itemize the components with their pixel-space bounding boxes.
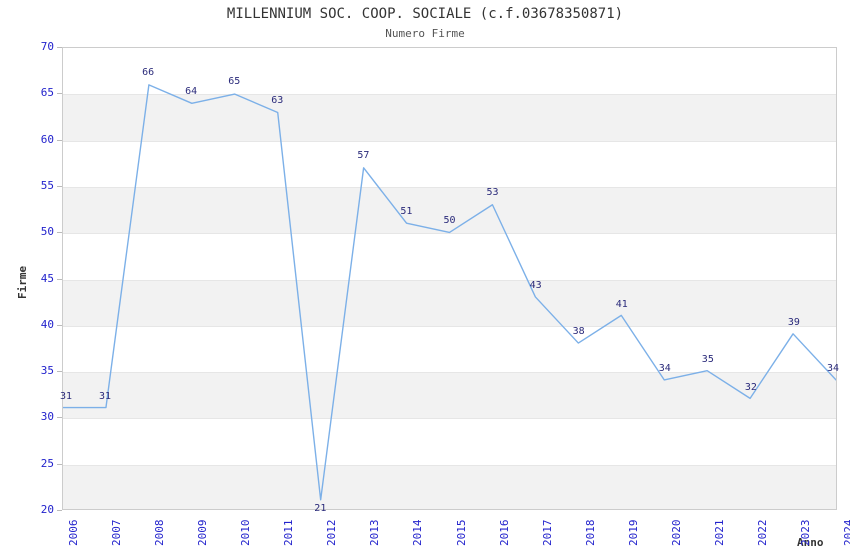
chart-subtitle: Numero Firme bbox=[385, 27, 465, 40]
gridline bbox=[63, 372, 836, 373]
series-polyline bbox=[63, 84, 836, 501]
grid-band bbox=[63, 94, 836, 141]
y-tick-mark bbox=[57, 93, 62, 94]
data-point-label: 57 bbox=[357, 150, 370, 162]
y-tick-mark bbox=[57, 186, 62, 187]
gridline bbox=[63, 233, 836, 234]
x-tick-label: 2008 bbox=[153, 519, 167, 547]
grid-band bbox=[63, 464, 836, 509]
grid-band bbox=[63, 279, 836, 326]
y-tick-mark bbox=[57, 47, 62, 48]
y-tick-mark bbox=[57, 232, 62, 233]
x-tick-label: 2015 bbox=[454, 519, 468, 547]
x-tick-label: 2012 bbox=[325, 519, 339, 547]
series-line bbox=[63, 84, 836, 501]
x-tick-label: 2017 bbox=[540, 519, 554, 547]
y-tick-label: 35 bbox=[40, 364, 54, 378]
x-tick-label: 2010 bbox=[239, 519, 253, 547]
gridline bbox=[63, 465, 836, 466]
data-point-label: 31 bbox=[99, 391, 112, 403]
gridline bbox=[63, 418, 836, 419]
data-point-label: 43 bbox=[529, 280, 542, 292]
y-tick-label: 65 bbox=[40, 86, 54, 100]
data-point-label: 31 bbox=[59, 391, 73, 403]
data-point-label: 34 bbox=[658, 363, 671, 375]
x-tick-label: 2020 bbox=[669, 519, 683, 547]
y-tick-mark bbox=[57, 140, 62, 141]
y-tick-mark bbox=[57, 371, 62, 372]
x-tick-label: 2019 bbox=[626, 519, 640, 547]
y-tick-mark bbox=[57, 325, 62, 326]
y-tick-mark bbox=[57, 279, 62, 280]
grid-band bbox=[63, 372, 836, 419]
data-point-label: 63 bbox=[271, 94, 284, 106]
y-tick-label: 70 bbox=[40, 40, 54, 53]
x-tick-label: 2011 bbox=[282, 519, 296, 547]
y-tick-mark bbox=[57, 417, 62, 418]
y-tick-label: 25 bbox=[40, 456, 54, 470]
gridline bbox=[63, 94, 836, 95]
data-point-label: 65 bbox=[228, 76, 241, 88]
data-point-label: 35 bbox=[701, 354, 714, 366]
x-tick-label: 2024 bbox=[842, 519, 850, 547]
data-point-label: 32 bbox=[744, 381, 757, 393]
data-point-label: 39 bbox=[787, 317, 800, 329]
data-point-label: 50 bbox=[443, 215, 456, 227]
y-tick-mark bbox=[57, 464, 62, 465]
y-tick-label: 30 bbox=[40, 410, 54, 424]
gridline bbox=[63, 326, 836, 327]
data-point-label: 51 bbox=[400, 205, 413, 217]
x-tick-label: 2021 bbox=[712, 519, 726, 547]
y-tick-label: 60 bbox=[40, 132, 54, 146]
x-tick-label: 2023 bbox=[798, 519, 812, 547]
x-tick-label: 2013 bbox=[368, 519, 382, 547]
data-point-label: 21 bbox=[314, 502, 327, 514]
y-tick-label: 50 bbox=[40, 225, 54, 239]
y-tick-label: 40 bbox=[40, 317, 54, 331]
data-point-label: 34 bbox=[826, 363, 840, 375]
x-tick-label: 2016 bbox=[497, 519, 511, 547]
gridline bbox=[63, 280, 836, 281]
plot-area bbox=[62, 47, 837, 510]
x-axis-title: Anno bbox=[797, 536, 824, 549]
grid-band bbox=[63, 186, 836, 234]
y-tick-label: 20 bbox=[40, 503, 54, 516]
y-tick-mark bbox=[57, 510, 62, 511]
data-point-label: 66 bbox=[142, 67, 155, 79]
x-tick-label: 2014 bbox=[411, 519, 425, 547]
gridline bbox=[63, 187, 836, 188]
y-axis-title: Firme bbox=[16, 265, 29, 299]
data-point-label: 38 bbox=[572, 326, 585, 338]
y-tick-label: 55 bbox=[40, 178, 54, 192]
x-tick-label: 2022 bbox=[755, 519, 769, 547]
data-point-label: 41 bbox=[615, 298, 628, 310]
x-tick-label: 2009 bbox=[196, 519, 210, 547]
x-tick-label: 2006 bbox=[67, 519, 80, 547]
data-point-label: 64 bbox=[185, 85, 198, 97]
chart-title: MILLENNIUM SOC. COOP. SOCIALE (c.f.03678… bbox=[226, 6, 624, 22]
x-tick-label: 2018 bbox=[583, 519, 597, 547]
gridline bbox=[63, 141, 836, 142]
y-tick-label: 45 bbox=[40, 271, 54, 285]
data-point-label: 53 bbox=[486, 187, 499, 199]
x-tick-label: 2007 bbox=[110, 519, 124, 547]
